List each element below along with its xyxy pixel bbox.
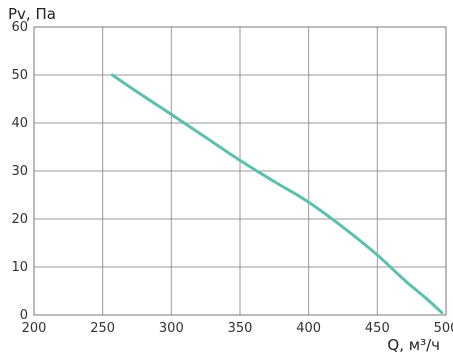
y-axis-label: Pv, Па — [8, 5, 56, 23]
grid-lines — [33, 26, 447, 316]
x-tick-label: 200 — [22, 321, 47, 336]
series-layer — [110, 73, 444, 315]
y-tick-label: 40 — [11, 116, 28, 131]
y-tick-label: 10 — [11, 260, 28, 275]
x-tick-label: 350 — [228, 321, 253, 336]
tick-labels: 200 250 300 350 400 450 500 0 10 20 30 40 50 60 — [11, 20, 453, 336]
x-tick-label: 400 — [296, 321, 321, 336]
y-tick-label: 60 — [11, 20, 28, 35]
y-tick-label: 50 — [11, 68, 28, 83]
x-tick-label: 450 — [365, 321, 390, 336]
series-line — [110, 73, 444, 315]
plot-frame — [33, 26, 447, 316]
y-tick-label: 30 — [11, 164, 28, 179]
x-tick-label: 300 — [159, 321, 184, 336]
x-tick-label: 500 — [434, 321, 453, 336]
y-tick-label: 0 — [20, 308, 28, 323]
y-tick-label: 20 — [11, 212, 28, 227]
x-axis-label: Q, м³/ч — [387, 336, 440, 354]
x-tick-label: 250 — [90, 321, 115, 336]
